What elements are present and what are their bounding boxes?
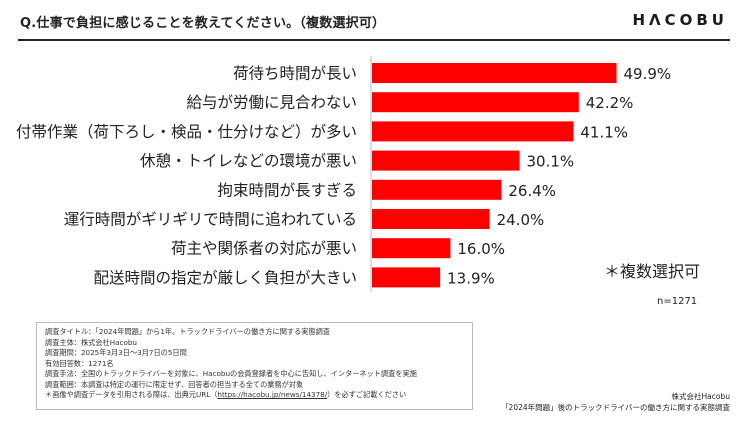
header-divider: [18, 39, 730, 41]
category-label: 給与が労働に見合わない: [186, 94, 357, 112]
value-label: 16.0%: [457, 240, 505, 258]
bar: [372, 92, 579, 113]
bar: [372, 267, 441, 288]
value-label: 13.9%: [447, 269, 495, 287]
category-label: 荷主や関係者の対応が悪い: [171, 240, 357, 258]
citation-prefix: ＊画像や調査データを引用される際は、出典元URL（: [45, 390, 218, 399]
citation-suffix: ）を必ずご記載ください: [327, 390, 407, 399]
question-title: Q.仕事で負担に感じることを教えてください。（複数選択可）: [20, 16, 386, 31]
bar: [372, 179, 502, 200]
survey-title-line: 調査タイトル：「2024年問題」から1年。トラックドライバーの働き方に関する実態…: [45, 327, 331, 336]
category-label: 運行時間がギリギリで時間に追われている: [64, 211, 357, 229]
survey-period-line: 調査期間：2025年3月3日〜3月7日の5日間: [45, 348, 187, 357]
footer-company: 株式会社Hacobu: [671, 392, 730, 401]
citation-note-line: ＊画像や調査データを引用される際は、出典元URL（https://hacobu.…: [45, 390, 464, 401]
sample-size-label: n=1271: [657, 296, 698, 307]
category-label: 休憩・トイレなどの環境が悪い: [140, 151, 357, 170]
category-label: 拘束時間が長すぎる: [217, 181, 357, 199]
value-label: 26.4%: [508, 182, 556, 200]
value-label: 30.1%: [526, 153, 574, 171]
valid-responses-line: 有効回答数：1271名: [45, 358, 114, 368]
source-url-link[interactable]: https://hacobu.jp/news/14378/: [217, 390, 328, 399]
footer-report-title: 「2024年問題」後のトラックドライバーの働き方に関する実態調査: [501, 403, 730, 412]
hacobu-logo: HΛCOBU: [632, 11, 728, 29]
value-label: 41.1%: [580, 123, 628, 141]
footer-credit: 株式会社Hacobu 「2024年問題」後のトラックドライバーの働き方に関する実…: [501, 391, 730, 413]
category-label: 配送時間の指定が厳しく負担が大きい: [93, 269, 357, 287]
multi-select-note: ＊複数選択可: [604, 262, 701, 281]
bar: [372, 238, 451, 259]
bar: [372, 150, 520, 171]
survey-scope-line: 調査範囲：本調査は特定の運行に限定せず、回答者の担当する全ての業務が対象: [45, 379, 304, 389]
bar: [372, 63, 617, 83]
survey-info-box: 調査タイトル：「2024年問題」から1年。トラックドライバーの働き方に関する実態…: [36, 322, 473, 410]
category-label: 荷待ち時間が長い: [233, 65, 357, 83]
survey-method-line: 調査手法：全国のトラックドライバーを対象に、Hacobuの会員登録者を中心に告知…: [45, 369, 417, 378]
bar: [372, 121, 574, 142]
bar-chart: 荷待ち時間が長い 49.9% 給与が労働に見合わない 42.2% 付帯作業（荷下ろし・検…: [16, 56, 672, 292]
value-label: 49.9%: [624, 65, 672, 83]
survey-sponsor-line: 調査主体：株式会社Hacobu: [45, 337, 137, 347]
value-label: 24.0%: [497, 211, 545, 229]
value-label: 42.2%: [586, 94, 634, 112]
category-label: 付帯作業（荷下ろし・検品・仕分けなど）が多い: [16, 123, 357, 141]
bar: [372, 209, 490, 229]
